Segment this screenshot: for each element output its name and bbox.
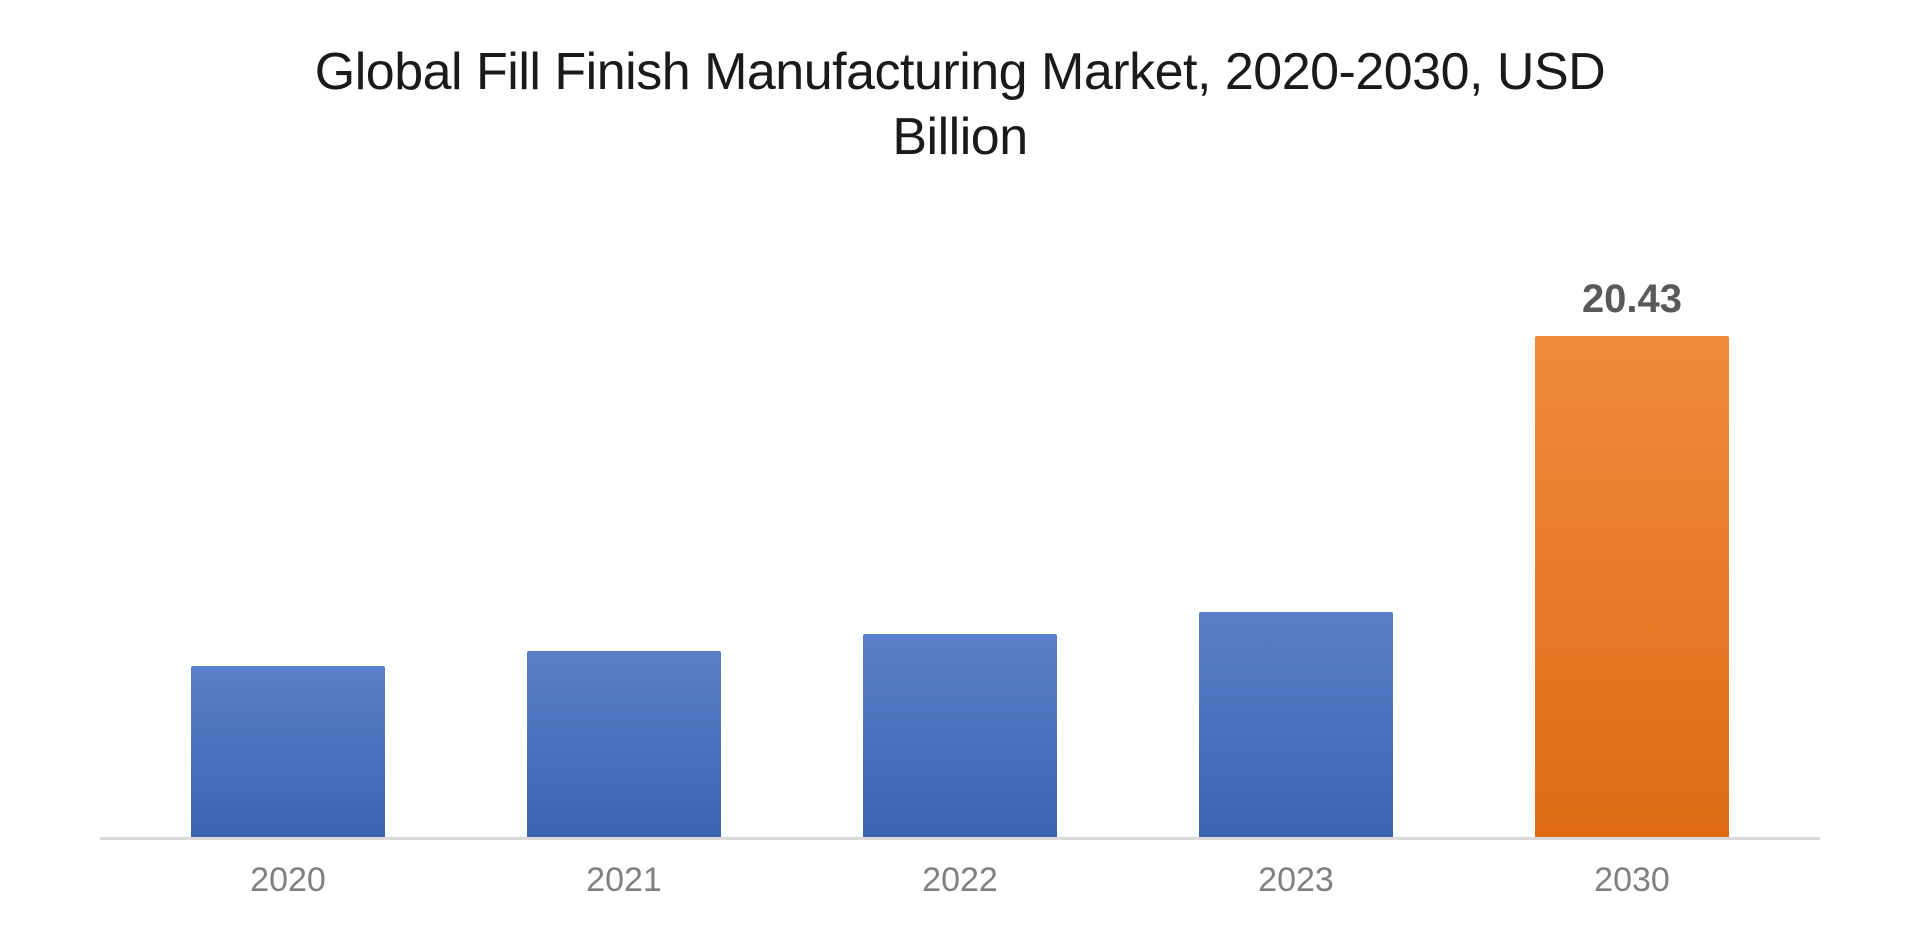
chart-title: Global Fill Finish Manufacturing Market,… bbox=[260, 40, 1660, 170]
bar-category-label: 2021 bbox=[456, 861, 792, 900]
bars-row: 202020212022202320.432030 bbox=[100, 200, 1820, 837]
bar-slot: 2023 bbox=[1128, 200, 1464, 837]
plot-area: 202020212022202320.432030 bbox=[100, 200, 1820, 840]
bar bbox=[863, 634, 1058, 837]
market-bar-chart: Global Fill Finish Manufacturing Market,… bbox=[0, 0, 1920, 943]
bar-slot: 2021 bbox=[456, 200, 792, 837]
bar bbox=[1199, 612, 1394, 837]
bar-category-label: 2030 bbox=[1464, 861, 1800, 900]
bar-slot: 2020 bbox=[120, 200, 456, 837]
bar bbox=[191, 666, 386, 838]
bar-category-label: 2023 bbox=[1128, 861, 1464, 900]
bar-category-label: 2020 bbox=[120, 861, 456, 900]
bar-slot: 20.432030 bbox=[1464, 200, 1800, 837]
bar bbox=[1535, 336, 1730, 837]
bar-slot: 2022 bbox=[792, 200, 1128, 837]
bar-value-label: 20.43 bbox=[1464, 277, 1800, 322]
bar bbox=[527, 651, 722, 837]
bar-category-label: 2022 bbox=[792, 861, 1128, 900]
